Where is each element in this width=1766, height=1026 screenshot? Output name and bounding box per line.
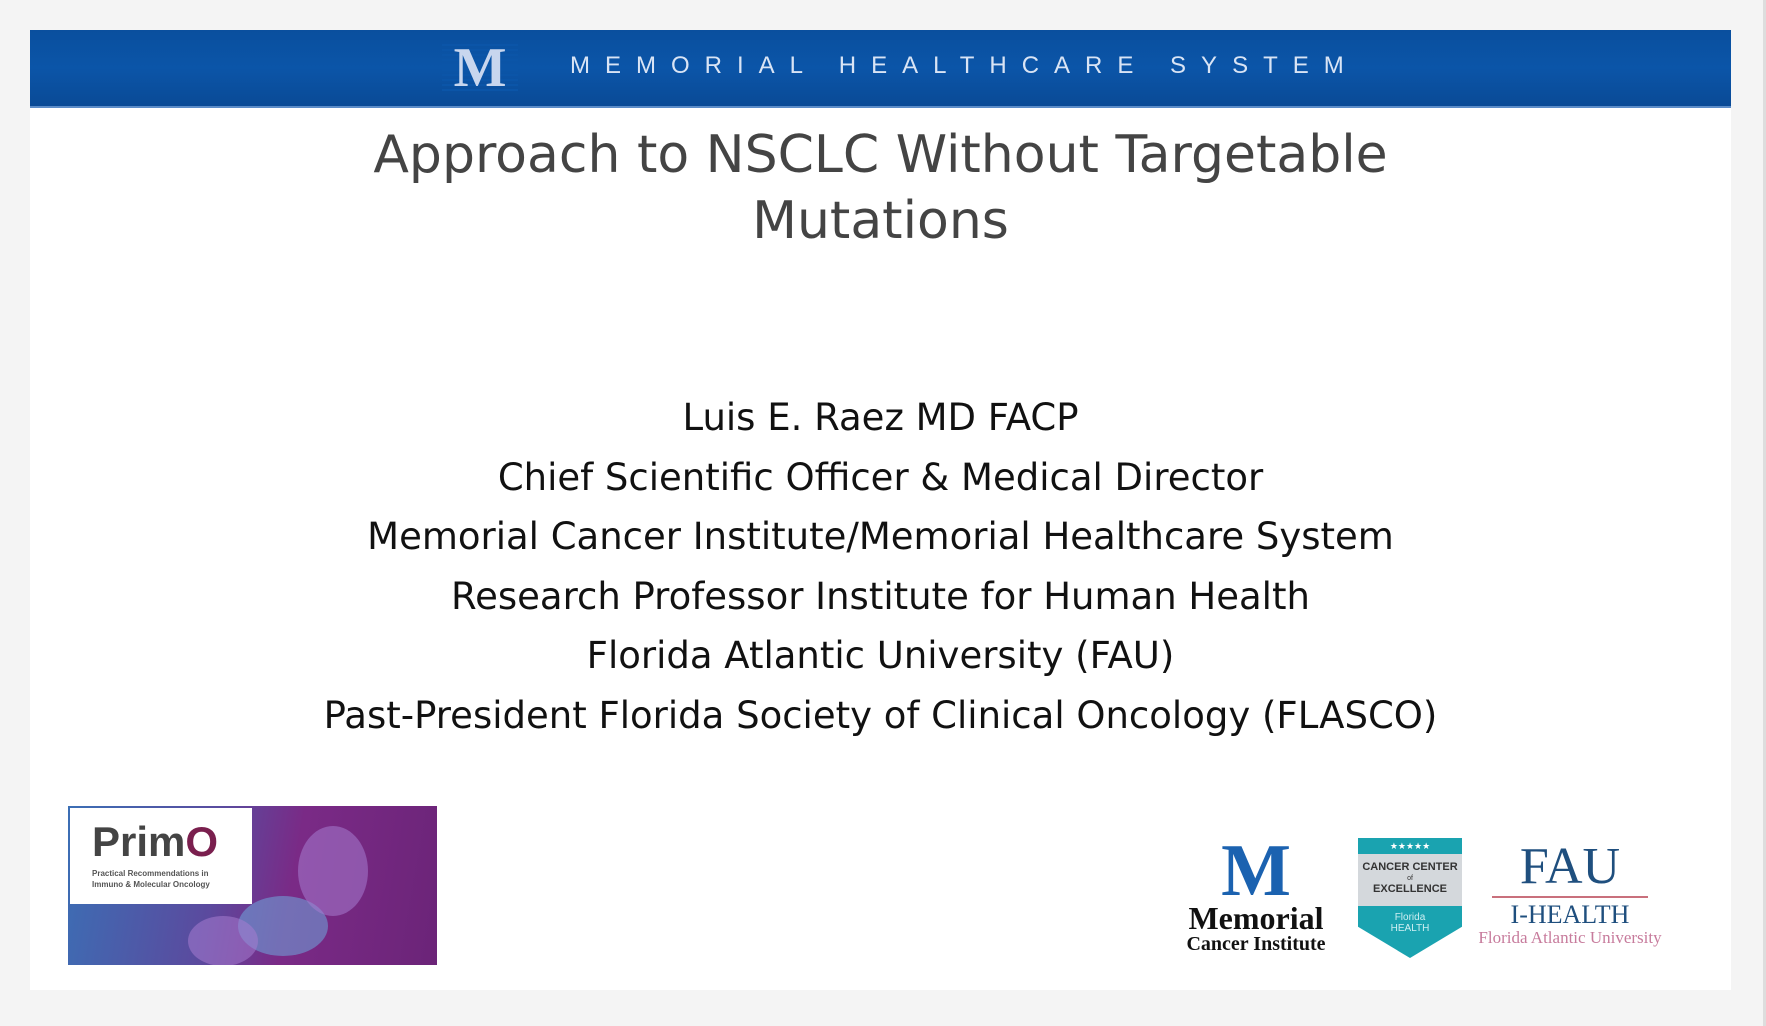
org-name: MEMORIAL HEALTHCARE SYSTEM xyxy=(570,52,1359,79)
presenter-role: Chief Scientific Officer & Medical Direc… xyxy=(497,455,1264,499)
presenter-role: Research Professor Institute for Human H… xyxy=(451,574,1310,618)
slide: M MEMORIAL HEALTHCARE SYSTEM Approach to… xyxy=(30,30,1731,990)
title-line: Mutations xyxy=(752,191,1009,251)
memorial-logo-icon: M xyxy=(442,40,518,96)
primo-o: O xyxy=(185,818,219,865)
memorial-logo-subtext: Cancer Institute xyxy=(1186,933,1326,955)
presenter-affiliation: Memorial Cancer Institute/Memorial Healt… xyxy=(367,515,1394,558)
badge-text: EXCELLENCE xyxy=(1373,883,1447,895)
fau-logo-text: FAU xyxy=(1519,838,1621,895)
university-name: Florida Atlantic University xyxy=(1478,928,1662,947)
presenter-info: Luis E. Raez MD FACP Chief Scientific Of… xyxy=(30,388,1731,745)
ihealth-text: I-HEALTH xyxy=(1510,900,1630,929)
cancer-center-excellence-badge: ★★★★★ CANCER CENTER of EXCELLENCE Florid… xyxy=(1358,838,1462,958)
badge-text: CANCER CENTER xyxy=(1362,861,1458,873)
window-edge xyxy=(1763,0,1766,1026)
presenter-name: Luis E. Raez MD FACP xyxy=(682,396,1079,439)
slide-title: Approach to NSCLC Without Targetable Mut… xyxy=(30,122,1731,254)
primo-name: Prim xyxy=(92,818,186,865)
primo-subtitle: Practical Recommendations in xyxy=(92,869,209,878)
memorial-cancer-institute-logo: M Memorial Cancer Institute xyxy=(1173,834,1339,955)
header-banner: M MEMORIAL HEALTHCARE SYSTEM xyxy=(30,30,1731,108)
memorial-logo-text: Memorial xyxy=(1188,900,1324,936)
fau-ihealth-logo: FAU I-HEALTH Florida Atlantic University xyxy=(1470,838,1670,948)
divider xyxy=(1492,896,1648,898)
badge-text: of xyxy=(1407,875,1413,882)
primo-card: PrimO Practical Recommendations in Immun… xyxy=(70,808,252,904)
presenter-role: Past-President Florida Society of Clinic… xyxy=(323,693,1438,737)
badge-text: Florida xyxy=(1394,912,1426,923)
memorial-m-icon: M xyxy=(1173,834,1339,908)
title-line: Approach to NSCLC Without Targetable xyxy=(373,125,1388,185)
primo-logo: PrimO Practical Recommendations in Immun… xyxy=(68,806,437,965)
primo-subtitle: Immuno & Molecular Oncology xyxy=(92,880,210,889)
presenter-affiliation: Florida Atlantic University (FAU) xyxy=(586,634,1175,677)
badge-text: HEALTH xyxy=(1390,923,1430,934)
star-icons: ★★★★★ xyxy=(1358,838,1462,854)
